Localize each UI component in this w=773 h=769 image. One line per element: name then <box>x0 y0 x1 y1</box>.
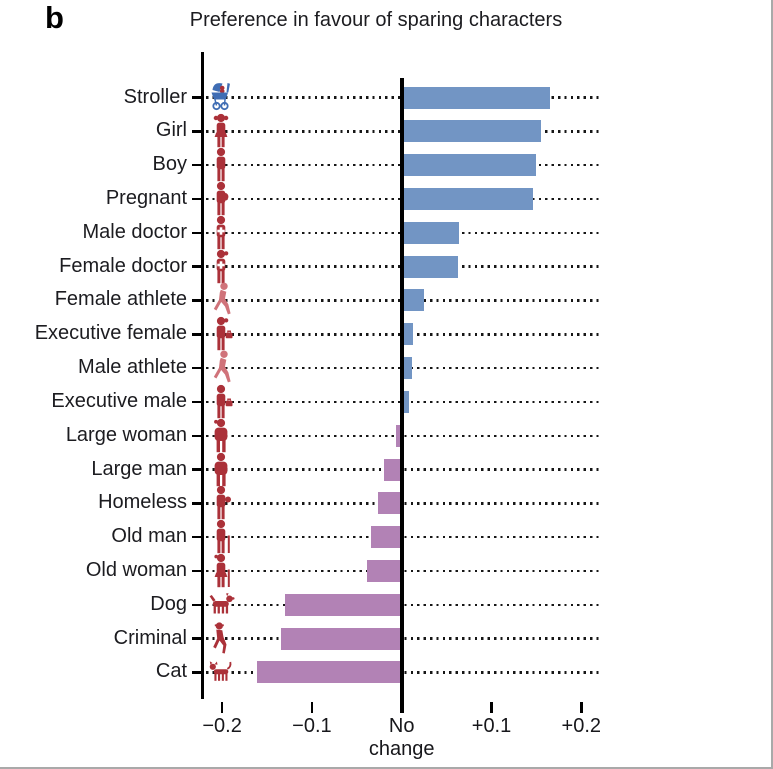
female-doctor-icon <box>216 249 229 283</box>
x-axis-tick-label: +0.2 <box>561 715 602 737</box>
male-doctor-icon <box>216 215 226 249</box>
category-label: Dog <box>150 592 187 615</box>
bar-old-man <box>371 526 400 549</box>
x-axis-tick-label: +0.1 <box>471 715 512 737</box>
x-axis-tick-label: −0.2 <box>202 715 242 737</box>
pregnant-woman-icon <box>216 181 229 216</box>
category-tick <box>192 468 203 471</box>
category-label: Executive female <box>34 322 187 345</box>
category-tick <box>192 333 203 336</box>
large-man-icon <box>214 452 228 486</box>
category-tick <box>192 197 203 201</box>
criminal-icon <box>213 622 227 654</box>
chart-title: Preference in favour of sparing characte… <box>189 9 563 31</box>
executive-female-icon <box>216 317 233 351</box>
category-label: Old woman <box>85 558 187 581</box>
category-label: Old man <box>111 525 187 548</box>
bar-female-doctor <box>403 255 459 278</box>
category-label: Cat <box>155 660 187 683</box>
category-tick <box>192 637 203 640</box>
bar-executive-male <box>403 390 409 413</box>
category-tick <box>192 603 203 607</box>
old-woman-icon <box>214 553 230 588</box>
category-label: Homeless <box>98 491 187 514</box>
x-axis-tick-label: −0.1 <box>292 715 332 737</box>
y-axis-line <box>201 52 204 699</box>
category-tick <box>192 502 203 505</box>
category-tick <box>192 366 203 370</box>
category-label: Stroller <box>123 85 187 108</box>
category-tick <box>192 671 203 674</box>
dog-icon <box>209 592 235 614</box>
stroller-icon <box>211 82 230 110</box>
category-label: Criminal <box>113 626 187 649</box>
category-label: Large man <box>91 457 187 480</box>
category-tick <box>192 163 203 167</box>
boy-icon <box>216 148 226 182</box>
no-change-line <box>400 78 404 713</box>
category-label: Boy <box>152 153 187 176</box>
category-tick <box>192 535 203 539</box>
cat-icon <box>209 661 232 682</box>
category-tick <box>192 231 203 235</box>
executive-male-icon <box>216 384 233 419</box>
category-label: Executive male <box>51 389 187 412</box>
bar-large-woman <box>395 424 400 447</box>
category-tick <box>192 434 203 437</box>
category-tick <box>192 569 203 573</box>
category-label: Large woman <box>65 423 187 446</box>
homeless-icon <box>216 486 231 520</box>
bar-male-doctor <box>403 221 460 244</box>
category-tick <box>192 96 203 99</box>
category-label: Girl <box>155 119 187 142</box>
category-label: Male athlete <box>78 356 187 379</box>
category-label: Female doctor <box>59 254 187 277</box>
category-tick <box>192 400 203 404</box>
bar-pregnant <box>403 187 533 210</box>
x-axis-tick <box>490 702 493 713</box>
bar-female-athlete <box>403 289 425 312</box>
bar-cat <box>257 661 400 684</box>
old-man-icon <box>216 520 230 554</box>
female-athlete-icon <box>213 283 231 315</box>
bar-large-man <box>383 458 400 481</box>
bar-dog <box>285 593 400 616</box>
bar-girl <box>403 120 541 143</box>
category-label: Male doctor <box>82 220 188 243</box>
x-axis-tick-label: No change <box>368 715 435 760</box>
large-woman-icon <box>214 418 228 452</box>
bar-male-athlete <box>403 357 413 380</box>
x-axis-tick <box>220 702 224 713</box>
x-axis-tick <box>580 702 583 713</box>
category-tick <box>192 299 203 302</box>
category-tick <box>192 130 203 133</box>
category-label: Pregnant <box>105 186 187 209</box>
male-athlete-icon <box>213 350 231 383</box>
girl-icon <box>213 114 229 148</box>
category-tick <box>192 265 203 268</box>
category-label: Female athlete <box>54 288 187 311</box>
bar-stroller <box>403 86 550 109</box>
bar-old-woman <box>366 559 400 582</box>
bar-criminal <box>280 627 400 650</box>
panel-label: b <box>45 0 64 35</box>
bar-executive-female <box>403 323 414 346</box>
bar-boy <box>403 154 537 177</box>
bar-homeless <box>378 492 400 515</box>
x-axis-tick <box>310 702 314 713</box>
